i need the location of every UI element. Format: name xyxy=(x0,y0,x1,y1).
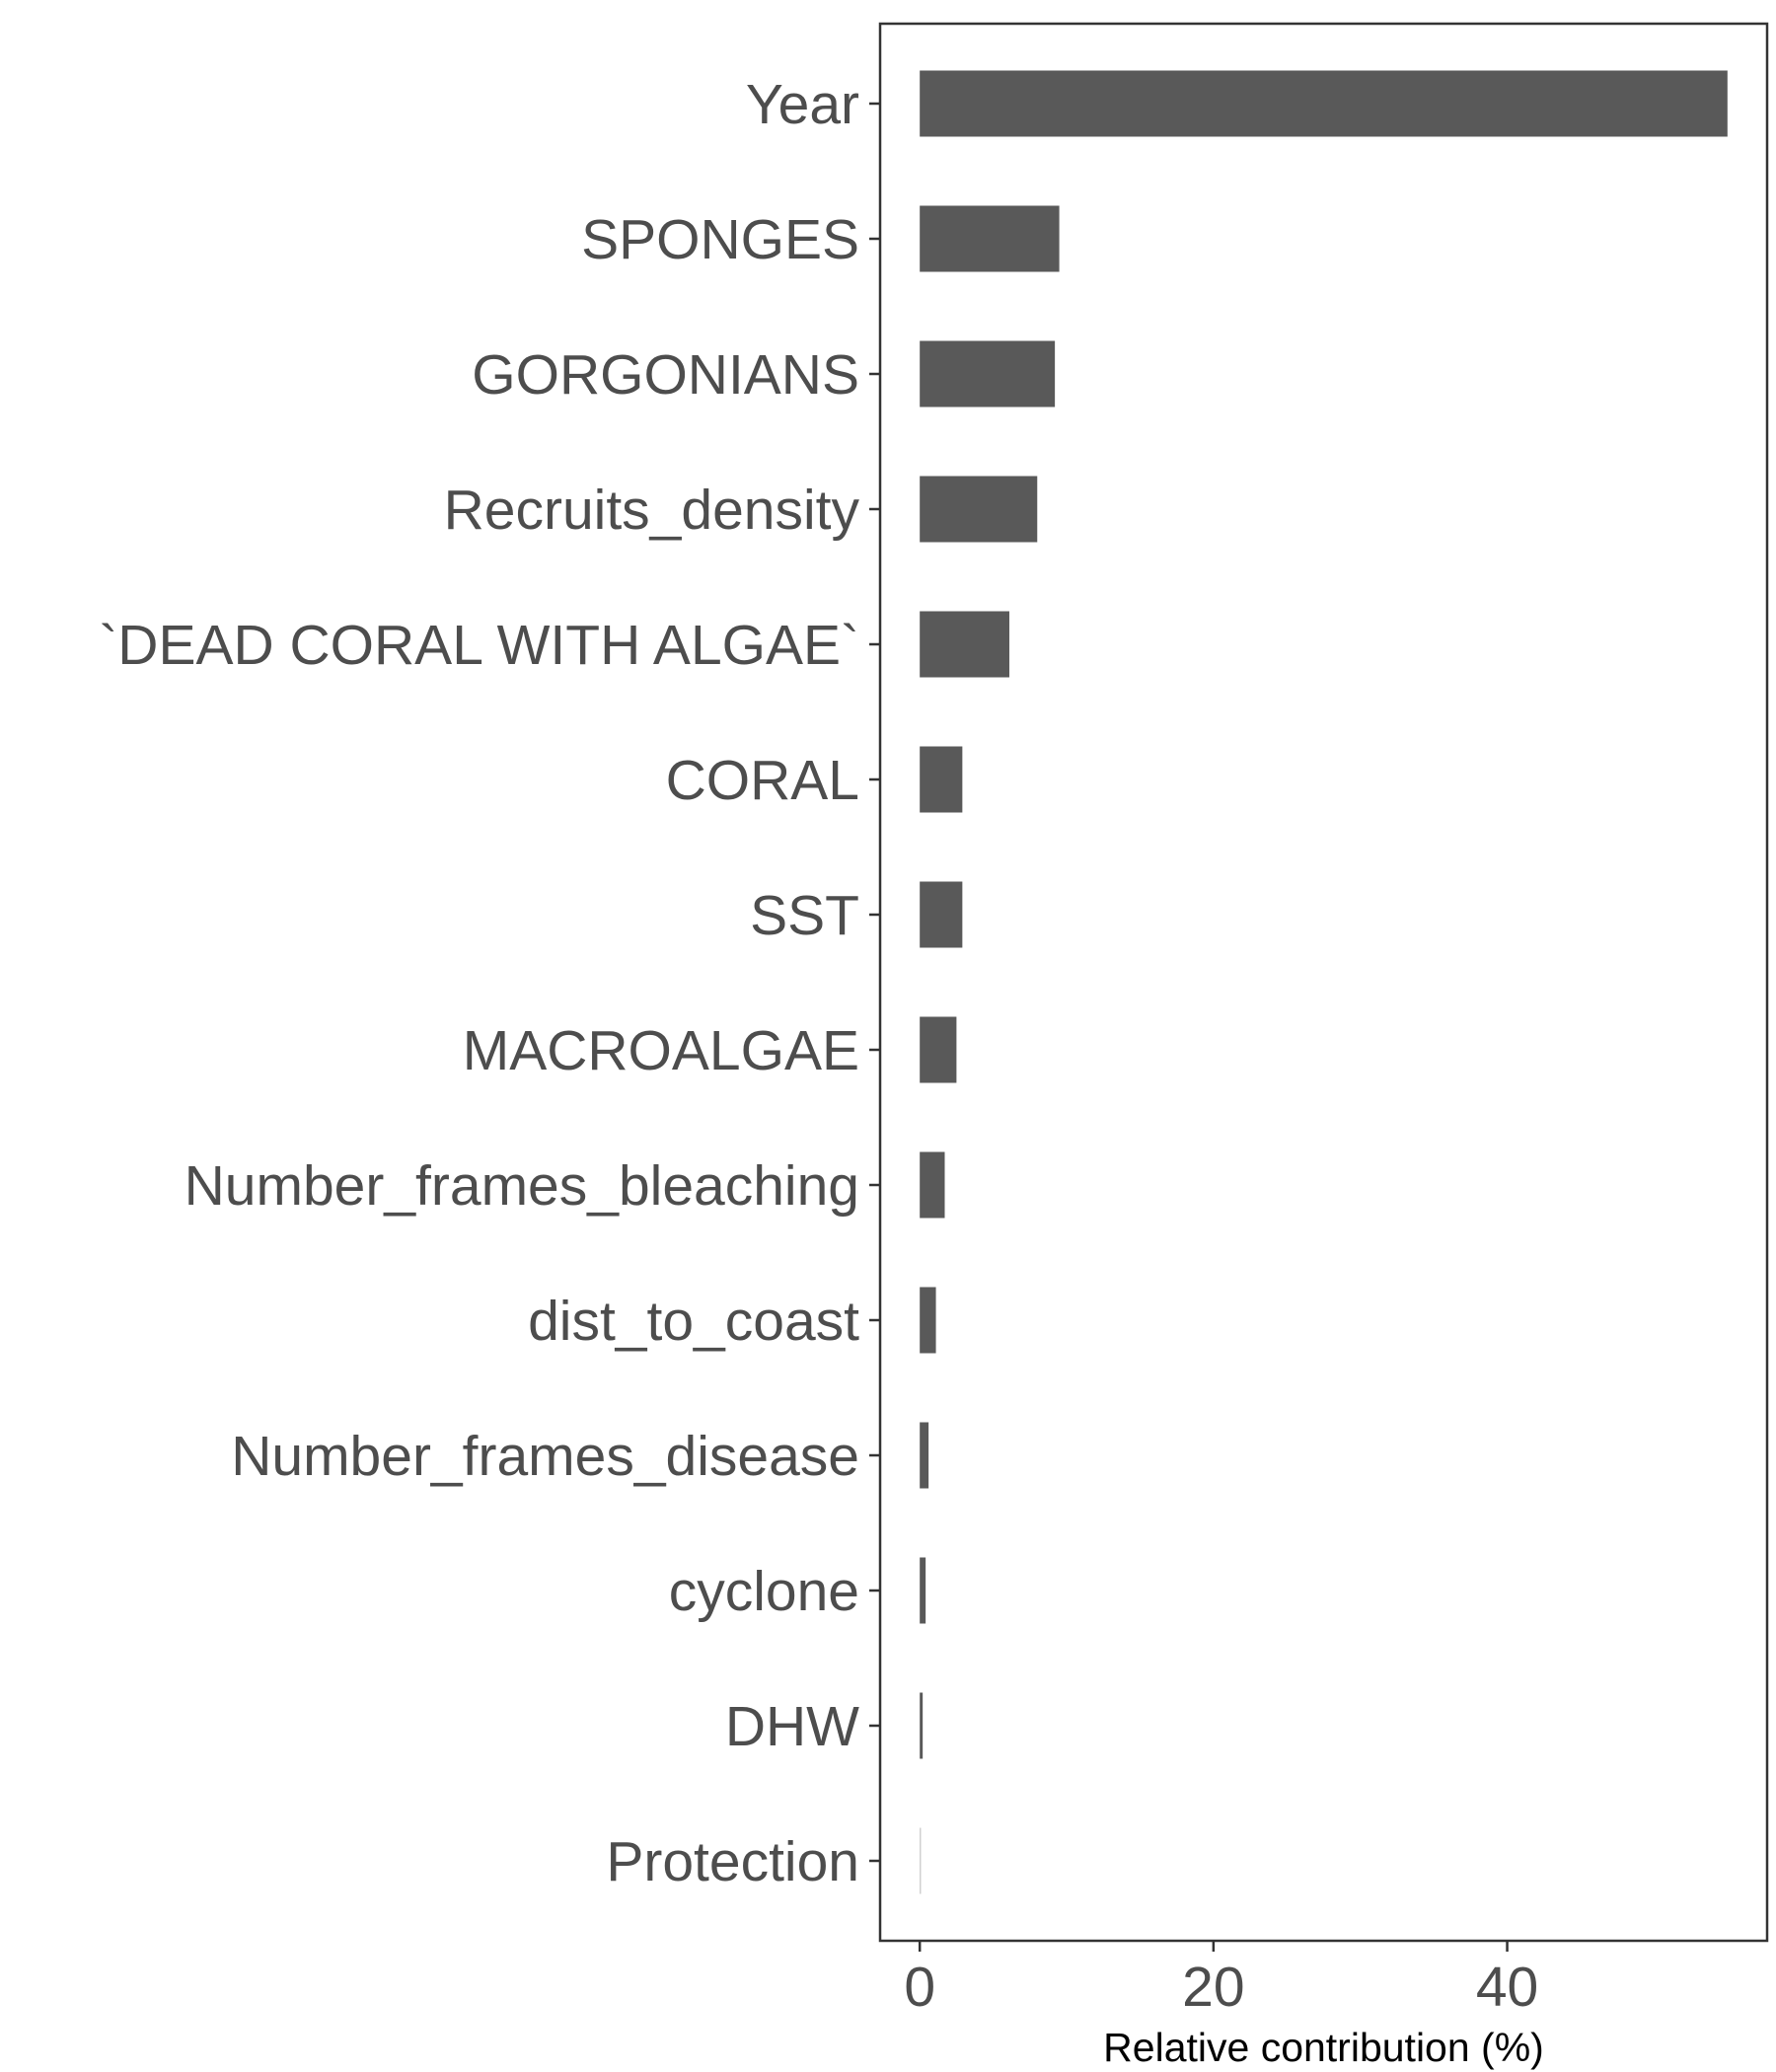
x-axis: 0 20 40 xyxy=(904,1941,1538,2019)
bar-10 xyxy=(920,1422,929,1489)
x-axis-title: Relative contribution (%) xyxy=(1103,2025,1544,2070)
y-tick-label-11: cyclone xyxy=(669,1560,859,1623)
y-tick-label-5: CORAL xyxy=(666,749,859,812)
y-tick-label-8: Number_frames_bleaching xyxy=(185,1154,859,1218)
y-axis: Year SPONGES GORGONIANS Recruits_density `DE… xyxy=(99,73,880,1893)
y-tick-label-2: GORGONIANS xyxy=(472,343,859,407)
bar-8 xyxy=(920,1151,945,1219)
x-tick-label-1: 20 xyxy=(1182,1956,1244,2019)
y-tick-label-6: SST xyxy=(750,884,859,947)
bar-4 xyxy=(920,611,1009,678)
y-tick-label-12: DHW xyxy=(725,1695,859,1758)
bars xyxy=(920,70,1728,1894)
y-tick-label-3: Recruits_density xyxy=(444,479,860,542)
bar-6 xyxy=(920,881,963,948)
bar-12 xyxy=(920,1692,924,1759)
x-tick-label-0: 0 xyxy=(904,1956,935,2019)
y-tick-label-10: Number_frames_disease xyxy=(231,1425,859,1488)
y-tick-label-7: MACROALGAE xyxy=(463,1019,859,1082)
y-tick-label-4: `DEAD CORAL WITH ALGAE` xyxy=(99,614,859,677)
bar-13 xyxy=(920,1827,922,1894)
bar-2 xyxy=(920,340,1056,407)
bar-9 xyxy=(920,1287,936,1354)
plot-frame xyxy=(878,22,1769,1943)
bar-5 xyxy=(920,746,963,813)
y-tick-label-13: Protection xyxy=(606,1830,859,1893)
x-tick-label-2: 40 xyxy=(1476,1956,1538,2019)
y-tick-label-0: Year xyxy=(746,73,859,136)
bar-0 xyxy=(920,70,1728,137)
y-tick-label-1: SPONGES xyxy=(581,208,859,271)
bar-7 xyxy=(920,1016,957,1083)
y-tick-label-9: dist_to_coast xyxy=(528,1290,859,1353)
bar-3 xyxy=(920,476,1038,543)
bar-11 xyxy=(920,1557,926,1624)
bar-1 xyxy=(920,205,1060,272)
